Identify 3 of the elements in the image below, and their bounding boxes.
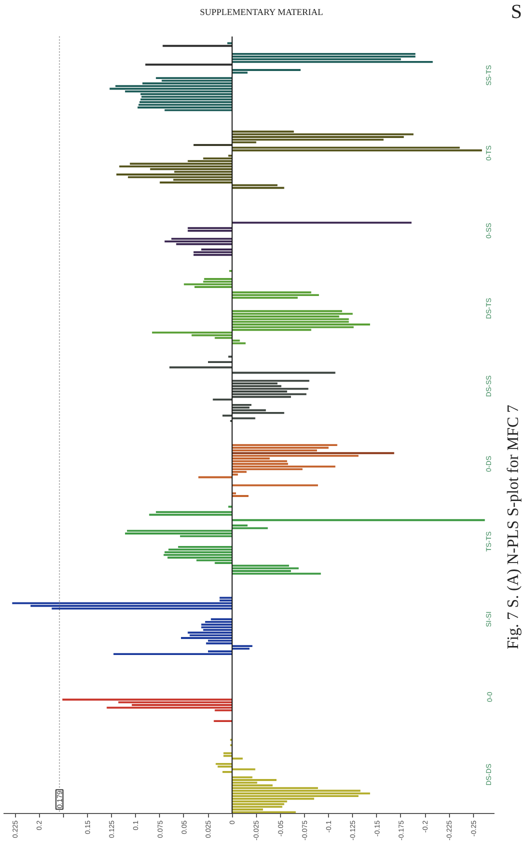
- text: Fig. 7 S. (A) N-PLS S-plot for MFC 7: [505, 404, 523, 650]
- text: S: [510, 0, 522, 24]
- text: SUPPLEMENTARY MATERIAL: [200, 7, 324, 17]
